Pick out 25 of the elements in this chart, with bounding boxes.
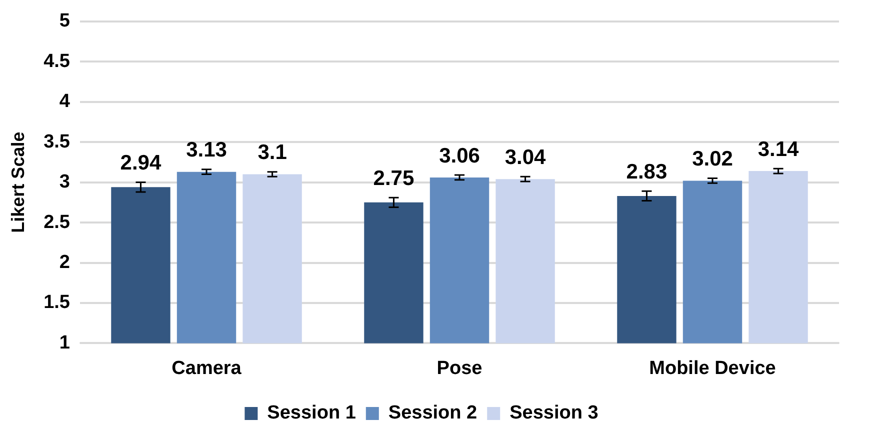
x-tick-label: Camera <box>172 358 242 379</box>
y-tick-label: 1.5 <box>44 292 70 314</box>
legend-label: Session 2 <box>388 402 478 424</box>
data-label: 3.02 <box>692 148 733 171</box>
y-tick-label: 3.5 <box>44 131 70 152</box>
legend-label: Session 3 <box>510 402 598 424</box>
data-label: 3.04 <box>504 146 546 169</box>
y-tick-label: 5 <box>59 10 70 32</box>
data-label: 3.13 <box>186 138 227 162</box>
y-tick-label: 4 <box>59 91 70 112</box>
x-tick-label: Pose <box>436 358 482 379</box>
y-tick-label: 2.5 <box>44 212 70 233</box>
y-tick-label: 3 <box>59 172 70 193</box>
data-label: 3.14 <box>758 138 800 161</box>
y-tick-label: 4.5 <box>44 50 70 72</box>
y-tick-label: 1 <box>59 332 70 354</box>
data-label: 2.75 <box>373 166 414 190</box>
y-tick-label: 2 <box>59 252 70 273</box>
legend-label: Session 1 <box>267 402 356 424</box>
data-label: 3.1 <box>258 141 288 164</box>
data-label: 2.83 <box>626 160 668 184</box>
data-label: 2.94 <box>120 152 162 175</box>
y-axis-title: Likert Scale <box>8 132 28 233</box>
x-tick-label: Mobile Device <box>649 358 776 379</box>
data-label: 3.06 <box>439 144 480 168</box>
